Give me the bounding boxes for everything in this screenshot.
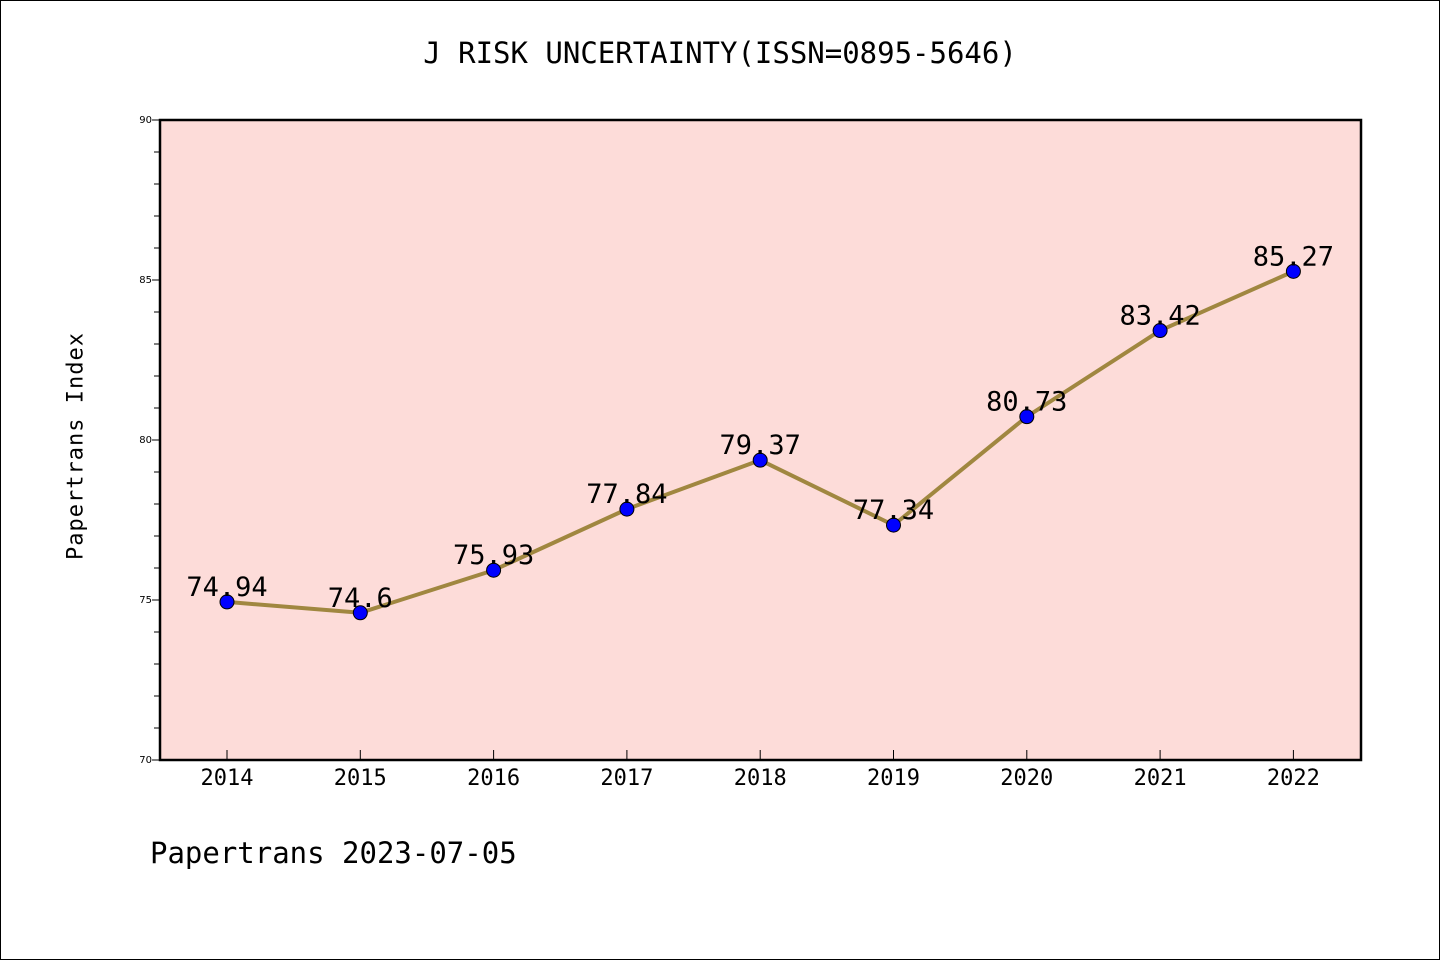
data-point [752,452,768,468]
data-point [352,605,368,621]
data-labels: 74.94 74.6 75.93 77.84 79.37 77.34 80.73 83.42 8… [186,241,1334,613]
data-label: 83.42 [1119,301,1200,332]
x-tick-label: 2021 [1134,766,1187,791]
data-label: 79.37 [720,430,801,461]
y-tick-label: 90 [139,115,152,126]
plot-area [160,120,1361,760]
x-tick-label: 2019 [867,766,920,791]
data-point [1152,323,1168,339]
x-tick-label: 2016 [467,766,520,791]
chart-footer: Papertrans 2023-07-05 [150,836,517,870]
y-tick-label: 75 [139,595,152,606]
y-tick-label: 85 [139,275,152,286]
data-label: 74.6 [328,583,393,614]
x-axis: 2014 2015 2016 2017 2018 2019 2020 2021 2022 [201,750,1320,791]
data-point [486,562,502,578]
series-markers [219,263,1301,621]
x-tick-label: 2020 [1000,766,1053,791]
x-tick-label: 2022 [1267,766,1320,791]
data-label: 74.94 [186,572,267,603]
x-tick-label: 2018 [734,766,787,791]
data-point [1019,409,1035,425]
data-point [1285,263,1301,279]
data-point [219,594,235,610]
chart-title: J RISK UNCERTAINTY(ISSN=0895-5646) [423,36,1017,70]
y-axis: 70 75 80 85 90 [139,115,160,766]
data-point [619,501,635,517]
data-label: 77.34 [853,495,934,526]
x-tick-label: 2017 [600,766,653,791]
data-label: 85.27 [1253,241,1334,272]
x-tick-label: 2015 [334,766,387,791]
data-label: 77.84 [586,479,667,510]
data-label: 80.73 [986,387,1067,418]
plot-border [158,118,1363,762]
x-tick-label: 2014 [201,766,254,791]
y-tick-label: 80 [139,435,152,446]
data-point [886,517,901,533]
y-tick-label: 70 [139,755,152,766]
data-label: 75.93 [453,540,534,571]
